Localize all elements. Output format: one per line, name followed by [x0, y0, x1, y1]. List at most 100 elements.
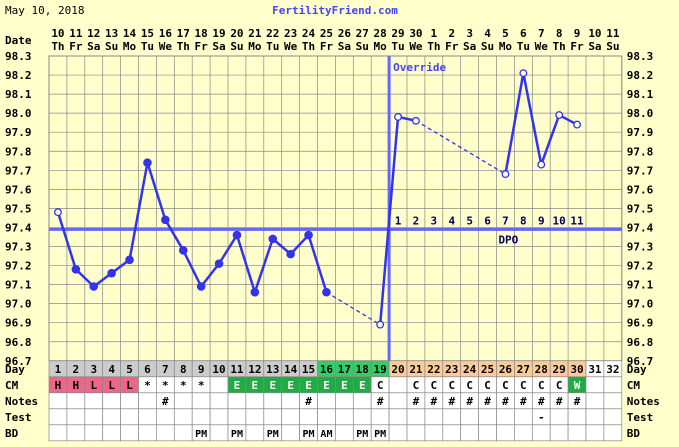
day-value: 1: [55, 363, 62, 376]
test-cell: [603, 408, 623, 426]
bd-cell: [585, 424, 605, 442]
notes-cell: [227, 392, 247, 410]
day-value: 16: [320, 363, 334, 376]
temp-segment: [128, 162, 149, 261]
test-cell: [496, 408, 515, 426]
day-value: 12: [248, 363, 261, 376]
row-label-cm-right: CM: [627, 379, 641, 392]
weekday-label: Th: [51, 40, 64, 53]
notes-cell: [84, 392, 104, 410]
weekday-label: Mo: [499, 40, 513, 53]
date-label: 16: [159, 27, 173, 40]
day-value: 15: [302, 363, 315, 376]
cm-value: C: [538, 379, 545, 392]
bd-cell: [406, 424, 426, 442]
temp-segment: [540, 114, 561, 166]
date-label: 25: [320, 27, 333, 40]
bd-cell: [478, 424, 497, 442]
cm-value: H: [55, 379, 62, 392]
y-tick-label-right: 97.2: [627, 260, 654, 273]
weekday-label: Sa: [87, 40, 100, 53]
notes-value: #: [413, 395, 420, 408]
day-value: 14: [284, 363, 298, 376]
date-label: 29: [391, 27, 404, 40]
notes-value: #: [502, 395, 509, 408]
cm-value: E: [341, 379, 348, 392]
temp-point: [519, 69, 528, 78]
bd-cell: [84, 424, 104, 442]
temp-point: [125, 255, 134, 265]
bd-cell: [388, 424, 408, 442]
weekday-label: Th: [177, 40, 190, 53]
date-label: 13: [105, 27, 118, 40]
dpo-label: DPO: [498, 233, 518, 246]
dpo-number: 3: [431, 214, 438, 227]
date-label: 4: [484, 27, 491, 40]
weekday-label: Tu: [391, 40, 404, 53]
day-value: 25: [481, 363, 494, 376]
temperature-series: Override 1 2 3 4 5 6 7 8 9 10 11 DPO: [49, 56, 622, 361]
weekday-label: Su: [606, 40, 619, 53]
notes-cell: [317, 392, 336, 410]
temp-segment: [164, 219, 185, 251]
header-site-link[interactable]: FertilityFriend.com: [272, 4, 398, 17]
test-cell: [120, 408, 139, 426]
bd-cell: [173, 424, 193, 442]
cm-value: C: [520, 379, 527, 392]
cm-cell: [603, 376, 623, 394]
y-tick-label-left: 96.8: [5, 336, 32, 349]
y-tick-label-left: 97.1: [5, 279, 32, 292]
test-cell: [478, 408, 497, 426]
y-tick-label-left: 96.7: [5, 355, 32, 368]
y-tick-label-left: 97.0: [5, 298, 32, 311]
y-tick-label-left: 97.2: [5, 260, 32, 273]
cm-value: C: [466, 379, 473, 392]
day-value: 29: [553, 363, 566, 376]
bd-value: PM: [356, 429, 368, 440]
dpo-number: 1: [395, 214, 402, 227]
temp-dashed-segment: [415, 120, 506, 175]
test-cell: [406, 408, 426, 426]
dpo-number: 10: [553, 214, 566, 227]
weekday-label: Tu: [517, 40, 530, 53]
temp-point: [573, 120, 581, 129]
temp-segment: [200, 262, 221, 288]
weekday-label: Sa: [212, 40, 225, 53]
dpo-number: 7: [502, 214, 509, 227]
date-label: 14: [123, 27, 137, 40]
temp-point: [268, 234, 278, 244]
row-label-notes-left: Notes: [5, 395, 38, 408]
temp-segment: [235, 234, 257, 293]
cm-value: E: [305, 379, 312, 392]
cm-value: L: [126, 379, 133, 392]
y-tick-label-right: 97.1: [627, 279, 654, 292]
temp-point: [250, 287, 260, 297]
test-cell: [299, 408, 318, 426]
y-tick-label-left: 97.8: [5, 145, 32, 158]
temp-point: [376, 320, 385, 329]
weekday-label: Tu: [141, 40, 154, 53]
dpo-number: 9: [538, 214, 545, 227]
temp-point: [89, 282, 99, 291]
date-label: 10: [588, 27, 601, 40]
notes-value: #: [484, 395, 491, 408]
day-value: 26: [499, 363, 513, 376]
cm-value: C: [556, 379, 563, 392]
date-label: 12: [87, 27, 100, 40]
temp-point: [214, 259, 224, 268]
temp-point: [196, 282, 206, 291]
cm-cell: [209, 376, 229, 394]
temp-dashed-segment: [326, 291, 381, 326]
weekday-label: Su: [356, 40, 369, 53]
day-value: 7: [162, 363, 169, 376]
temp-segment: [378, 116, 400, 325]
cm-cell: [585, 376, 605, 394]
row-label-day-left: Day: [5, 363, 25, 376]
day-value: 19: [374, 363, 387, 376]
temp-segment: [289, 234, 310, 255]
test-cell: [156, 408, 175, 426]
day-value: 5: [126, 363, 133, 376]
test-cell: [209, 408, 229, 426]
notes-cell: [48, 392, 68, 410]
test-cell: [102, 408, 121, 426]
